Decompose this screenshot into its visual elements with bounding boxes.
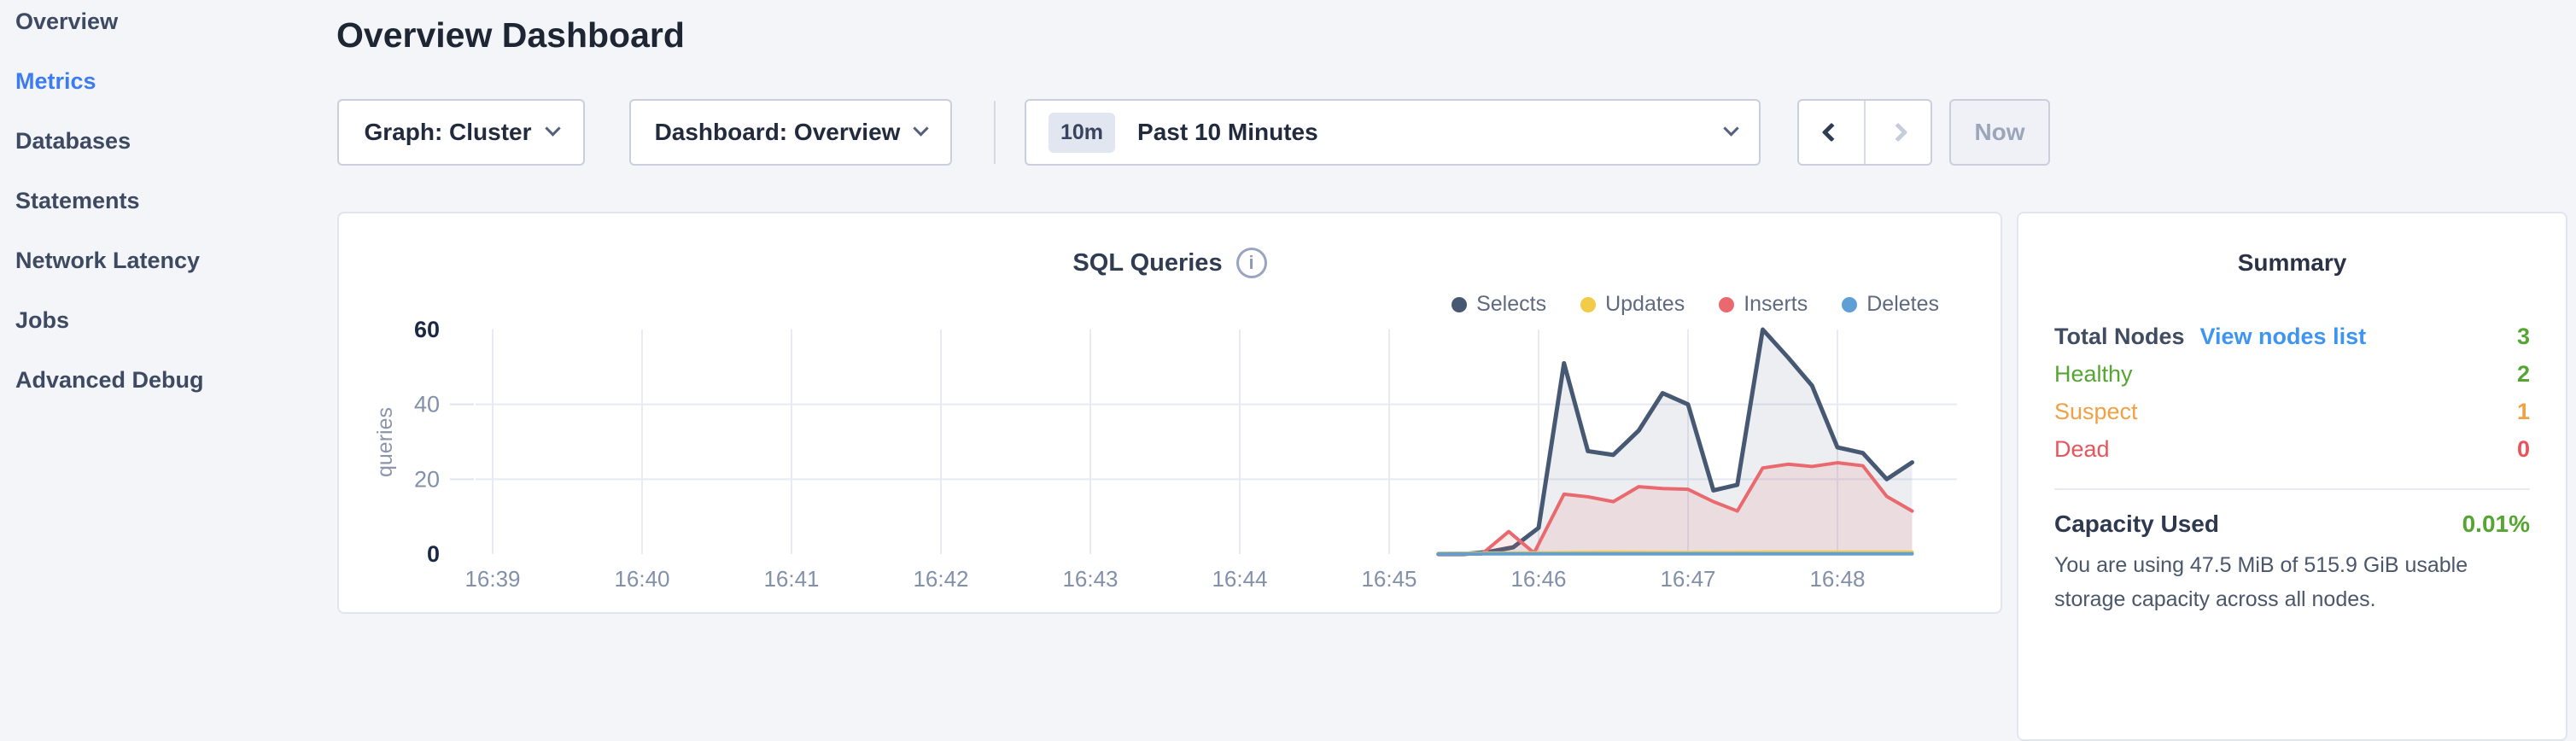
svg-text:40: 40	[414, 392, 440, 417]
capacity-used-label: Capacity Used	[2054, 511, 2219, 537]
sidebar-item-network-latency[interactable]: Network Latency	[15, 248, 201, 273]
chevron-down-icon	[544, 120, 561, 137]
capacity-description: You are using 47.5 MiB of 515.9 GiB usab…	[2054, 553, 2468, 611]
chevron-down-icon	[1723, 120, 1739, 137]
time-step-forward-button[interactable]	[1866, 101, 1931, 164]
time-window-badge: 10m	[1049, 112, 1116, 153]
now-button[interactable]: Now	[1949, 99, 2050, 166]
legend-item-deletes[interactable]: Deletes	[1842, 292, 1939, 317]
summary-row-suspect: Suspect 1	[2054, 393, 2530, 430]
view-nodes-list-link[interactable]: View nodes list	[2199, 323, 2367, 349]
legend-item-selects[interactable]: Selects	[1452, 292, 1546, 317]
chevron-down-icon	[913, 120, 930, 137]
sidebar-item-jobs[interactable]: Jobs	[15, 307, 70, 333]
legend-item-updates[interactable]: Updates	[1580, 292, 1685, 317]
svg-text:20: 20	[414, 466, 440, 492]
svg-text:16:48: 16:48	[1809, 566, 1865, 592]
dead-value: 0	[2516, 435, 2530, 462]
total-nodes-label: Total Nodes	[2054, 323, 2185, 349]
time-window-label: Past 10 Minutes	[1137, 119, 1318, 145]
dashboard-dropdown-label: Dashboard: Overview	[654, 119, 901, 145]
sidebar-item-statements[interactable]: Statements	[15, 188, 140, 213]
chevron-left-icon	[1821, 122, 1842, 143]
sidebar-item-advanced-debug[interactable]: Advanced Debug	[15, 367, 204, 393]
chevron-right-icon	[1888, 122, 1908, 143]
svg-text:16:39: 16:39	[464, 566, 520, 592]
controls-divider	[994, 101, 996, 164]
summary-divider	[2054, 488, 2530, 490]
svg-text:0: 0	[427, 541, 440, 567]
suspect-value: 1	[2516, 398, 2530, 424]
deletes-dot-icon	[1842, 296, 1858, 312]
dead-label: Dead	[2054, 435, 2110, 462]
svg-text:16:45: 16:45	[1361, 566, 1417, 592]
graph-dropdown-label: Graph: Cluster	[364, 119, 532, 145]
healthy-value: 2	[2516, 360, 2530, 387]
svg-text:16:43: 16:43	[1062, 566, 1118, 592]
time-range-dropdown[interactable]: 10m Past 10 Minutes	[1025, 99, 1761, 166]
info-icon[interactable]	[1235, 248, 1267, 278]
summary-body: Total Nodes View nodes list 3 Healthy 2 …	[2018, 318, 2566, 616]
chart-legend: Selects Updates Inserts Deletes	[1452, 292, 1939, 317]
capacity-value: 0.01%	[2462, 511, 2530, 537]
sidebar-item-databases[interactable]: Databases	[15, 128, 131, 154]
updates-dot-icon	[1580, 296, 1597, 312]
legend-item-inserts[interactable]: Inserts	[1719, 292, 1808, 317]
svg-text:16:47: 16:47	[1660, 566, 1715, 592]
legend-label: Updates	[1605, 292, 1685, 316]
chart-header: SQL Queries	[339, 248, 2001, 278]
svg-text:60: 60	[414, 317, 440, 342]
svg-text:16:40: 16:40	[614, 566, 669, 592]
sidebar-item-overview[interactable]: Overview	[15, 9, 119, 34]
total-nodes-value: 3	[2516, 323, 2530, 349]
summary-row-total-nodes: Total Nodes View nodes list 3	[2054, 318, 2530, 355]
selects-dot-icon	[1452, 296, 1468, 312]
summary-card: Summary Total Nodes View nodes list 3 He…	[2017, 212, 2567, 741]
summary-row-healthy: Healthy 2	[2054, 355, 2530, 393]
time-step-back-button[interactable]	[1799, 101, 1866, 164]
summary-title: Summary	[2237, 249, 2347, 276]
chart-title: SQL Queries	[1072, 248, 1223, 277]
sidebar-item-metrics[interactable]: Metrics	[15, 68, 96, 94]
dashboard-dropdown[interactable]: Dashboard: Overview	[629, 99, 952, 166]
capacity-used-row: Capacity Used 0.01%	[2054, 511, 2530, 538]
sql-queries-chart-card: SQL Queries Selects Updates Inserts Dele…	[337, 212, 2002, 614]
legend-label: Selects	[1476, 292, 1547, 316]
suspect-label: Suspect	[2054, 398, 2138, 424]
page-title: Overview Dashboard	[336, 15, 685, 55]
svg-text:queries: queries	[373, 407, 397, 477]
healthy-label: Healthy	[2054, 360, 2133, 387]
legend-label: Inserts	[1744, 292, 1808, 316]
svg-text:16:42: 16:42	[913, 566, 968, 592]
graph-dropdown[interactable]: Graph: Cluster	[337, 99, 585, 166]
sql-queries-chart[interactable]: 16:39 16:40 16:41 16:42 16:43 16:44 16:45 16:46…	[339, 213, 2001, 612]
inserts-dot-icon	[1719, 296, 1735, 312]
svg-text:16:44: 16:44	[1212, 566, 1267, 592]
svg-text:16:41: 16:41	[763, 566, 819, 592]
time-step-buttons	[1797, 99, 1932, 166]
legend-label: Deletes	[1866, 292, 1939, 316]
svg-text:16:46: 16:46	[1510, 566, 1566, 592]
summary-row-dead: Dead 0	[2054, 430, 2530, 468]
